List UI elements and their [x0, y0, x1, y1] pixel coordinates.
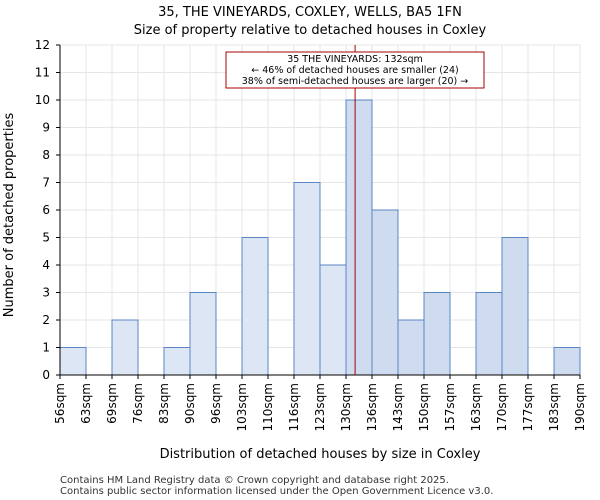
bar	[189, 292, 217, 376]
x-axis-label: Distribution of detached houses by size …	[160, 447, 481, 462]
x-tick-label: 69sqm	[105, 383, 119, 424]
x-tick-label: 163sqm	[469, 383, 483, 431]
bar	[59, 347, 87, 376]
y-tick-label: 1	[42, 341, 50, 355]
y-tick-label: 4	[42, 258, 50, 272]
bar	[241, 237, 269, 376]
annotation-box	[225, 51, 485, 89]
x-tick-label: 143sqm	[391, 383, 405, 431]
annotation-line: 38% of semi-detached houses are larger (…	[242, 76, 469, 87]
bar	[475, 292, 503, 376]
bars	[59, 99, 581, 376]
y-tick-label: 0	[42, 368, 50, 382]
bar	[293, 182, 321, 376]
bar	[111, 319, 139, 376]
y-tick-label: 11	[35, 66, 50, 80]
y-tick-label: 2	[42, 313, 50, 327]
y-axis-label: Number of detached properties	[2, 113, 17, 318]
y-tick-label: 9	[42, 121, 50, 135]
annotation-line: 35 THE VINEYARDS: 132sqm	[287, 54, 423, 65]
x-tick-label: 63sqm	[79, 383, 93, 424]
x-tick-label: 136sqm	[365, 383, 379, 431]
chart-title: 35, THE VINEYARDS, COXLEY, WELLS, BA5 1F…	[158, 5, 462, 20]
x-tick-label: 157sqm	[443, 383, 457, 431]
x-tick-label: 116sqm	[287, 383, 301, 431]
bar	[423, 292, 451, 376]
x-tick-label: 130sqm	[339, 383, 353, 431]
footer-line-2: Contains public sector information licen…	[60, 486, 493, 497]
y-tick-label: 5	[42, 231, 50, 245]
marker: 35 THE VINEYARDS: 132sqm← 46% of detache…	[225, 45, 485, 375]
x-tick-label: 90sqm	[183, 383, 197, 424]
x-tick-label: 56sqm	[53, 383, 67, 424]
chart-subtitle: Size of property relative to detached ho…	[134, 23, 487, 38]
y-tick-label: 10	[35, 93, 50, 107]
x-tick-label: 123sqm	[313, 383, 327, 431]
y-tick-label: 6	[42, 203, 50, 217]
x-tick-label: 83sqm	[157, 383, 171, 424]
y-tick-label: 7	[42, 176, 50, 190]
bar	[397, 319, 425, 376]
x-tick-label: 170sqm	[495, 383, 509, 431]
bar	[371, 209, 399, 376]
x-tick-label: 190sqm	[573, 383, 587, 431]
x-tick-label: 177sqm	[521, 383, 535, 431]
x-tick-label: 110sqm	[261, 383, 275, 431]
x-tick-label: 150sqm	[417, 383, 431, 431]
x-tick-label: 103sqm	[235, 383, 249, 431]
bar	[345, 99, 373, 376]
footer-line-1: Contains HM Land Registry data © Crown c…	[60, 475, 449, 486]
x-tick-label: 76sqm	[131, 383, 145, 424]
x-tick-label: 183sqm	[547, 383, 561, 431]
y-tick-label: 8	[42, 148, 50, 162]
y-tick-label: 3	[42, 286, 50, 300]
bar	[501, 237, 529, 376]
x-ticks: 56sqm 63sqm 69sqm 76sqm 83sqm 90sqm 96sqm 103sq…	[53, 375, 587, 431]
y-tick-label: 12	[35, 38, 50, 52]
bar	[163, 347, 191, 376]
bar	[553, 347, 581, 376]
annotation-line: ← 46% of detached houses are smaller (24…	[251, 65, 458, 76]
bar	[319, 264, 347, 376]
x-tick-label: 96sqm	[209, 383, 223, 424]
